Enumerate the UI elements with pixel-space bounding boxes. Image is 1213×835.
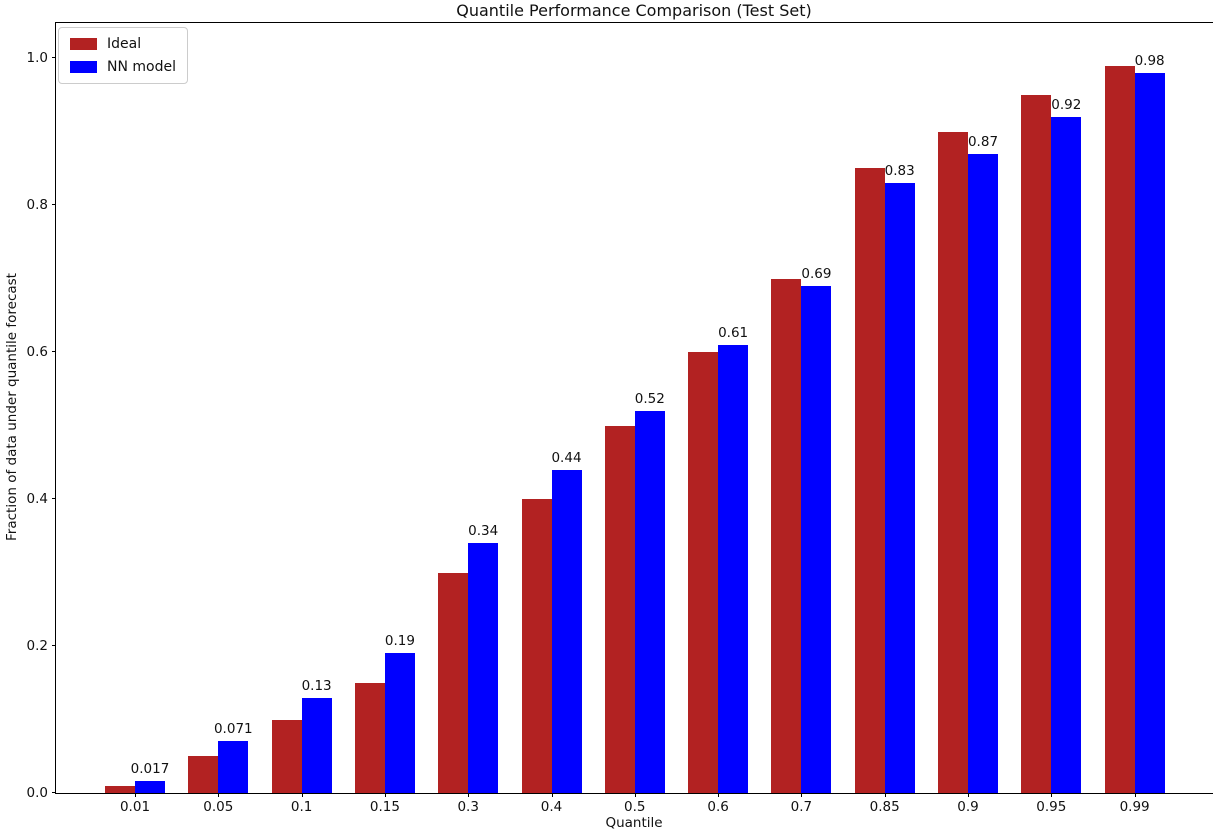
- y-tick: [52, 351, 56, 353]
- x-tick: [135, 793, 136, 797]
- bar-value-label: 0.61: [718, 324, 749, 341]
- legend: Ideal NN model: [58, 27, 188, 84]
- nn-model-bar: [968, 153, 998, 793]
- y-tick-label: 0.6: [26, 344, 48, 361]
- bar-value-label: 0.92: [1051, 97, 1082, 114]
- bar-value-label: 0.017: [130, 760, 170, 777]
- legend-label-ideal: Ideal: [107, 36, 142, 52]
- bar-value-label: 0.69: [801, 266, 832, 283]
- nn-model-bar: [1134, 72, 1165, 793]
- x-tick-label: 0.05: [203, 799, 234, 815]
- bar-value-label: 0.071: [213, 720, 253, 737]
- ideal-bar: [1104, 65, 1135, 793]
- ideal-bar: [354, 682, 385, 793]
- x-tick: [551, 793, 553, 797]
- x-tick: [634, 793, 636, 797]
- legend-label-nn-model: NN model: [107, 59, 176, 75]
- x-tick-label: 0.15: [369, 799, 400, 815]
- chart-title: Quantile Performance Comparison (Test Se…: [456, 1, 812, 20]
- ideal-bar: [521, 499, 552, 793]
- x-tick-label: 0.1: [290, 799, 313, 815]
- nn-model-bar: [1051, 117, 1082, 793]
- x-tick: [968, 793, 969, 797]
- x-tick-label: 0.95: [1036, 799, 1067, 815]
- nn-model-bar: [218, 740, 249, 793]
- ideal-bar: [188, 756, 219, 793]
- plot-area: 0.0 0.2 0.4 0.6 0.8 1.0 0.017 0.01 0.071 0.05 0.13…: [27, 22, 1213, 815]
- nn-model-bar: [801, 286, 832, 793]
- x-tick: [301, 793, 303, 797]
- x-tick-label: 0.9: [957, 799, 979, 815]
- bar-value-label: 0.52: [634, 390, 665, 407]
- bar-value-label: 0.34: [468, 523, 499, 540]
- y-tick-label: 0.4: [26, 491, 48, 508]
- x-tick: [218, 793, 220, 797]
- legend-entry-nn-model: NN model: [70, 59, 176, 75]
- ideal-bar: [771, 278, 802, 793]
- ideal-bar: [438, 572, 469, 793]
- x-tick: [384, 793, 386, 797]
- nn-model-bar: [468, 543, 499, 793]
- y-tick: [52, 792, 56, 793]
- x-tick-label: 0.4: [540, 799, 563, 815]
- x-tick-label: 0.99: [1119, 799, 1150, 815]
- x-tick-label: 0.01: [119, 799, 151, 815]
- nn-model-bar: [634, 410, 665, 793]
- nn-model-bar: [301, 697, 332, 793]
- legend-entry-ideal: Ideal: [70, 36, 176, 52]
- bar-value-label: 0.19: [384, 633, 415, 650]
- legend-swatch-ideal: [70, 38, 97, 50]
- x-tick-label: 0.5: [624, 799, 646, 815]
- ideal-bar: [604, 425, 635, 793]
- ideal-bar: [854, 168, 885, 793]
- y-tick: [52, 645, 56, 647]
- y-tick: [52, 498, 56, 500]
- y-tick-label: 1.0: [26, 50, 48, 67]
- ideal-bar: [105, 785, 135, 793]
- bar-value-label: 0.44: [551, 449, 582, 466]
- x-tick: [718, 793, 720, 797]
- ideal-bar: [938, 131, 968, 793]
- y-tick-label: 0.0: [26, 785, 48, 801]
- nn-model-bar: [384, 653, 415, 793]
- ideal-bar: [688, 352, 719, 793]
- bar-value-label: 0.98: [1134, 52, 1165, 69]
- bar-value-label: 0.87: [967, 133, 999, 150]
- y-tick-label: 0.2: [26, 638, 48, 655]
- bar-value-label: 0.13: [301, 677, 332, 694]
- y-tick-label: 0.8: [26, 197, 48, 214]
- x-tick: [801, 793, 803, 797]
- y-tick: [52, 204, 56, 206]
- x-tick-label: 0.7: [790, 799, 813, 815]
- x-tick-label: 0.6: [707, 799, 729, 815]
- bar-value-label: 0.83: [884, 163, 915, 180]
- x-tick: [1134, 793, 1136, 797]
- x-tick: [1051, 793, 1053, 797]
- ideal-bar: [1021, 95, 1052, 793]
- y-tick: [52, 57, 56, 59]
- nn-model-bar: [551, 469, 582, 793]
- x-tick-label: 0.3: [457, 799, 479, 815]
- x-tick: [468, 793, 470, 797]
- nn-model-bar: [884, 183, 915, 793]
- y-axis-label: Fraction of data under quantile forecast: [4, 273, 20, 541]
- x-axis-label: Quantile: [605, 815, 663, 831]
- x-tick: [884, 793, 886, 797]
- nn-model-bar: [718, 344, 749, 793]
- legend-swatch-nn-model: [70, 61, 97, 73]
- x-tick-label: 0.85: [869, 799, 900, 815]
- ideal-bar: [271, 719, 302, 793]
- nn-model-bar: [135, 780, 165, 793]
